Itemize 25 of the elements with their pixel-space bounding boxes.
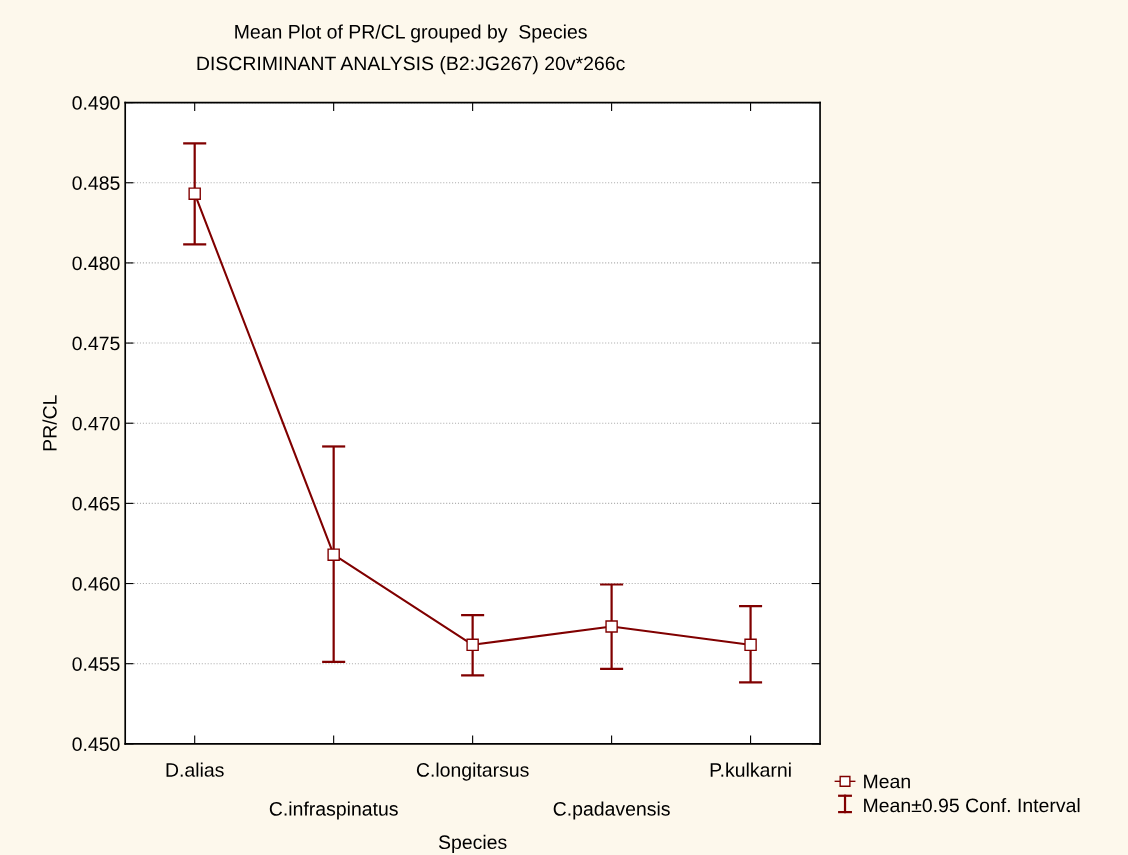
- x-tick-label: C.padavensis: [553, 801, 670, 820]
- y-axis-title: PR/CL: [42, 395, 57, 451]
- point: [188, 187, 201, 200]
- point: [466, 638, 479, 652]
- y-tick-label: 0.490: [72, 96, 120, 110]
- y-tick-label: 0.465: [72, 496, 120, 511]
- chart-subtitle: DISCRIMINANT ANALYSIS (B2:JG267) 20v*266c: [197, 56, 625, 75]
- y-tick-label: 0.450: [72, 737, 120, 752]
- text: Mean±0.95 Conf. Interval: [864, 798, 1080, 813]
- y-tick-label: 0.485: [72, 176, 120, 190]
- x-tick-label: C.infraspinatus: [269, 801, 398, 820]
- x-tick-label: P.kulkarni: [710, 762, 791, 777]
- y-tick-label: 0.480: [72, 256, 120, 271]
- chart-title: Mean Plot of PR/CL grouped by Species: [235, 24, 587, 43]
- y-tick-label: 0.475: [72, 336, 120, 351]
- point: [327, 548, 340, 561]
- point: [744, 638, 757, 652]
- x-tick-label: D.alias: [166, 762, 224, 777]
- point: [605, 620, 618, 633]
- x-axis-title: Species: [438, 834, 507, 853]
- y-tick-label: 0.470: [72, 416, 120, 431]
- y-tick-label: 0.460: [72, 577, 120, 591]
- y-tick-label: 0.455: [72, 657, 120, 671]
- x-tick-label: C.longitarsus: [416, 762, 529, 781]
- legend-label: Mean: [864, 774, 910, 789]
